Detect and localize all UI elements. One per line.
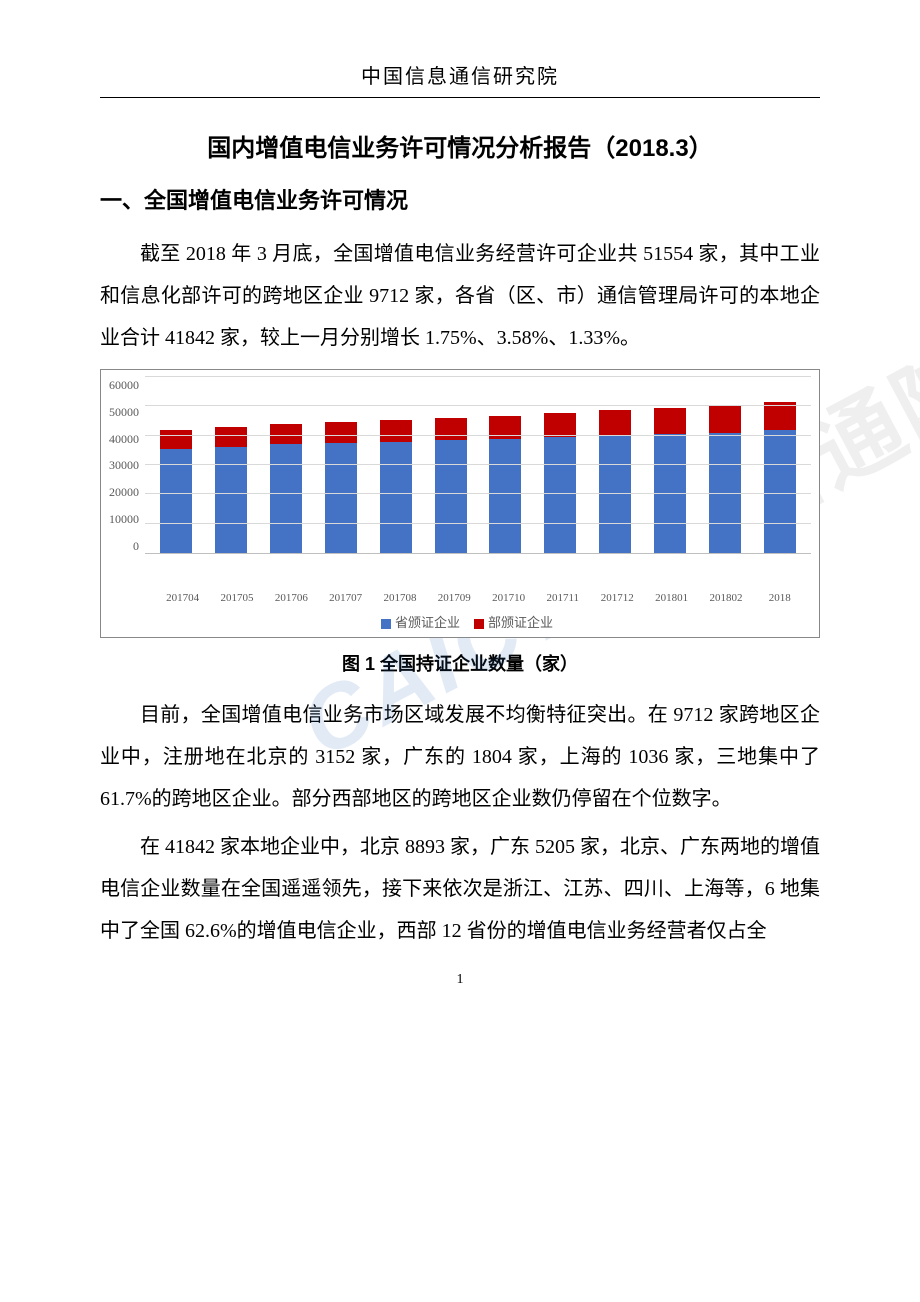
xtick-label: 201707 — [329, 592, 361, 604]
bar-seg-ministry — [709, 405, 741, 432]
bar-column — [709, 405, 741, 553]
chart-1: 6000050000400003000020000100000 20170420… — [100, 369, 820, 638]
ytick-label: 10000 — [109, 512, 139, 527]
bar-seg-province — [435, 440, 467, 553]
bar-column — [599, 410, 631, 553]
chart-legend: 省颁证企业 部颁证企业 — [109, 604, 811, 633]
bar-seg-ministry — [435, 418, 467, 440]
chart-caption: 图 1 全国持证企业数量（家） — [100, 650, 820, 676]
bar-seg-ministry — [215, 427, 247, 447]
legend-swatch — [381, 619, 391, 629]
grid-line — [145, 376, 811, 377]
bar-column — [435, 418, 467, 553]
bar-column — [270, 424, 302, 553]
bar-column — [215, 427, 247, 553]
xtick-label: 201711 — [546, 592, 578, 604]
xtick-label: 201705 — [220, 592, 252, 604]
bar-seg-ministry — [599, 410, 631, 435]
para-2: 目前，全国增值电信业务市场区域发展不均衡特征突出。在 9712 家跨地区企业中，… — [100, 694, 820, 820]
bar-column — [325, 422, 357, 553]
chart-plot — [145, 378, 811, 554]
para-1: 截至 2018 年 3 月底，全国增值电信业务经营许可企业共 51554 家，其… — [100, 233, 820, 359]
para-3: 在 41842 家本地企业中，北京 8893 家，广东 5205 家，北京、广东… — [100, 826, 820, 952]
page-title: 国内增值电信业务许可情况分析报告（2018.3） — [100, 128, 820, 163]
chart-x-axis: 201704 201705 201706 201707 201708 201709 2017… — [109, 588, 811, 604]
ytick-label: 40000 — [109, 432, 139, 447]
ytick-label: 50000 — [109, 405, 139, 420]
bar-seg-ministry — [160, 430, 192, 449]
ytick-label: 20000 — [109, 485, 139, 500]
xtick-label: 201709 — [438, 592, 470, 604]
bar-seg-province — [764, 430, 796, 553]
chart-bars — [145, 378, 811, 553]
bar-column — [380, 420, 412, 553]
bar-seg-province — [270, 444, 302, 553]
xtick-label: 201801 — [655, 592, 687, 604]
grid-line — [145, 405, 811, 406]
xtick-label: 201710 — [492, 592, 524, 604]
bar-seg-province — [380, 442, 412, 553]
bar-column — [489, 416, 521, 553]
legend-swatch — [474, 619, 484, 629]
xtick-label: 2018 — [764, 592, 796, 604]
xtick-label: 201704 — [166, 592, 198, 604]
ytick-label: 60000 — [109, 378, 139, 393]
bar-column — [160, 430, 192, 553]
xtick-label: 201708 — [383, 592, 415, 604]
grid-line — [145, 464, 811, 465]
bar-seg-ministry — [544, 413, 576, 437]
bar-seg-ministry — [654, 408, 686, 434]
xtick-label: 201712 — [601, 592, 633, 604]
bar-column — [764, 402, 796, 553]
page-number: 1 — [100, 972, 820, 988]
bar-seg-province — [544, 437, 576, 553]
section-1-heading: 一、全国增值电信业务许可情况 — [100, 183, 820, 215]
xtick-label: 201706 — [275, 592, 307, 604]
bar-column — [654, 408, 686, 553]
bar-seg-province — [325, 443, 357, 553]
grid-line — [145, 493, 811, 494]
ytick-label: 0 — [133, 539, 139, 554]
legend-label: 省颁证企业 — [395, 615, 460, 630]
ytick-label: 30000 — [109, 458, 139, 473]
grid-line — [145, 523, 811, 524]
legend-label: 部颁证企业 — [488, 615, 553, 630]
grid-line — [145, 435, 811, 436]
xtick-label: 201802 — [709, 592, 741, 604]
chart-y-axis: 60000 50000 40000 30000 20000 10000 0 — [109, 378, 145, 554]
header-org: 中国信息通信研究院 — [100, 60, 820, 98]
bar-seg-ministry — [380, 420, 412, 442]
bar-seg-ministry — [325, 422, 357, 443]
bar-seg-province — [489, 439, 521, 553]
